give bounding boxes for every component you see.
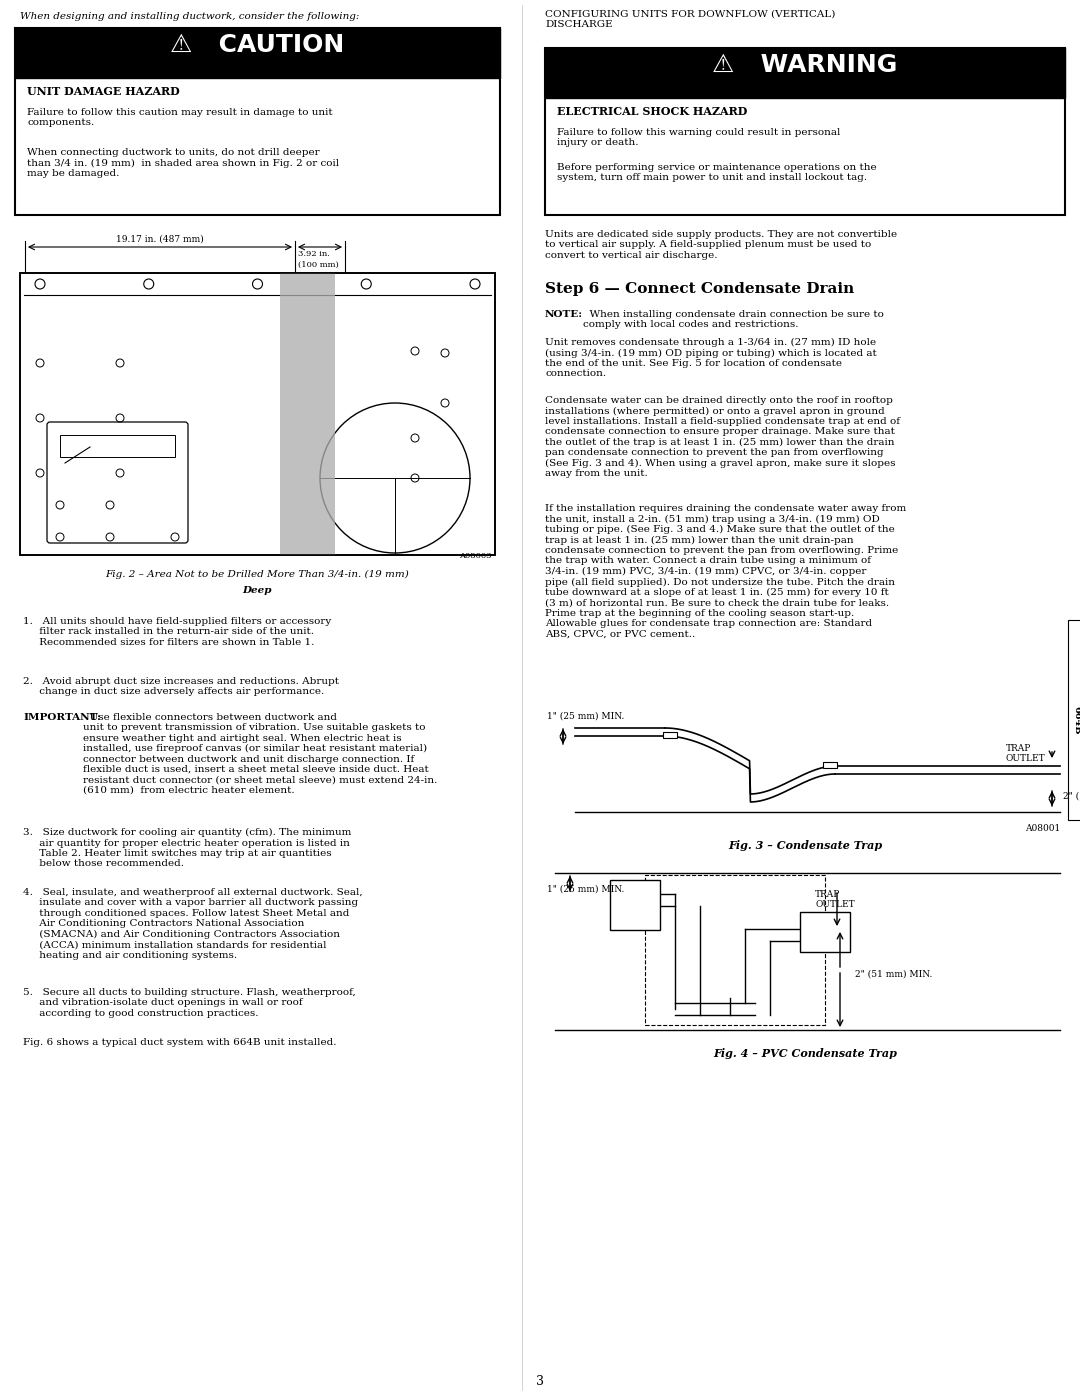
Text: When installing condensate drain connection be sure to
comply with local codes a: When installing condensate drain connect… bbox=[583, 310, 883, 330]
Text: Fig. 6 shows a typical duct system with 664B unit installed.: Fig. 6 shows a typical duct system with … bbox=[23, 1038, 337, 1046]
Text: Unit removes condensate through a 1-3/64 in. (27 mm) ID hole
(using 3/4-in. (19 : Unit removes condensate through a 1-3/64… bbox=[545, 338, 877, 379]
Text: 1" (25 mm) MIN.: 1" (25 mm) MIN. bbox=[546, 886, 624, 894]
Text: CONFIGURING UNITS FOR DOWNFLOW (VERTICAL)
DISCHARGE: CONFIGURING UNITS FOR DOWNFLOW (VERTICAL… bbox=[545, 10, 835, 29]
Bar bbox=[663, 732, 677, 738]
Text: A08003: A08003 bbox=[459, 552, 492, 560]
Text: NOTE:: NOTE: bbox=[545, 310, 583, 319]
Text: Before performing service or maintenance operations on the
system, turn off main: Before performing service or maintenance… bbox=[557, 163, 877, 183]
Text: 3.   Size ductwork for cooling air quantity (cfm). The minimum
     air quantity: 3. Size ductwork for cooling air quantit… bbox=[23, 828, 351, 869]
Bar bbox=[800, 912, 850, 951]
Bar bbox=[60, 434, 175, 457]
Text: 19.17 in. (487 mm): 19.17 in. (487 mm) bbox=[117, 235, 204, 244]
Text: ⚠   WARNING: ⚠ WARNING bbox=[713, 53, 897, 77]
Text: Units are dedicated side supply products. They are not convertible
to vertical a: Units are dedicated side supply products… bbox=[545, 231, 897, 260]
Text: 1" (25 mm) MIN.: 1" (25 mm) MIN. bbox=[546, 712, 624, 721]
Text: (100 mm): (100 mm) bbox=[298, 261, 339, 270]
Text: 664B: 664B bbox=[1072, 705, 1080, 735]
Bar bbox=[645, 875, 825, 1025]
Bar bbox=[610, 880, 660, 930]
Text: IMPORTANT:: IMPORTANT: bbox=[23, 712, 100, 722]
Bar bbox=[280, 272, 335, 555]
Text: Fig. 4 – PVC Condensate Trap: Fig. 4 – PVC Condensate Trap bbox=[713, 1048, 896, 1059]
Text: A08001: A08001 bbox=[1025, 824, 1059, 833]
Text: Condensate water can be drained directly onto the roof in rooftop
installations : Condensate water can be drained directly… bbox=[545, 395, 900, 478]
Text: 2" (51 mm) MIN.: 2" (51 mm) MIN. bbox=[1063, 792, 1080, 800]
Text: TRAP
OUTLET: TRAP OUTLET bbox=[1005, 745, 1045, 763]
Bar bbox=[15, 28, 500, 78]
Text: Deep: Deep bbox=[243, 585, 272, 595]
Bar bbox=[15, 28, 500, 215]
Text: 3.92 in.: 3.92 in. bbox=[298, 250, 329, 258]
Text: Use flexible connectors between ductwork and
unit to prevent transmission of vib: Use flexible connectors between ductwork… bbox=[83, 712, 437, 795]
Bar bbox=[823, 761, 837, 768]
Text: 3: 3 bbox=[536, 1375, 544, 1389]
Text: Fig. 3 – Condensate Trap: Fig. 3 – Condensate Trap bbox=[728, 840, 882, 851]
Text: Fig. 2 – Area Not to be Drilled More Than 3/4-in. (19 mm): Fig. 2 – Area Not to be Drilled More Tha… bbox=[106, 570, 409, 580]
Bar bbox=[545, 47, 1065, 98]
Text: UNIT DAMAGE HAZARD: UNIT DAMAGE HAZARD bbox=[27, 87, 179, 96]
Text: 5.   Secure all ducts to building structure. Flash, weatherproof,
     and vibra: 5. Secure all ducts to building structur… bbox=[23, 988, 355, 1018]
Text: ELECTRICAL SHOCK HAZARD: ELECTRICAL SHOCK HAZARD bbox=[557, 106, 747, 117]
Text: 4.   Seal, insulate, and weatherproof all external ductwork. Seal,
     insulate: 4. Seal, insulate, and weatherproof all … bbox=[23, 888, 363, 960]
Text: Step 6 — Connect Condensate Drain: Step 6 — Connect Condensate Drain bbox=[545, 282, 854, 296]
Text: Failure to follow this caution may result in damage to unit
components.: Failure to follow this caution may resul… bbox=[27, 108, 333, 127]
Text: ⚠   CAUTION: ⚠ CAUTION bbox=[171, 34, 345, 57]
Bar bbox=[21, 272, 495, 555]
Bar bbox=[1068, 620, 1080, 820]
Bar bbox=[280, 272, 335, 555]
Text: 1.   All units should have field-supplied filters or accessory
     filter rack : 1. All units should have field-supplied … bbox=[23, 617, 332, 647]
Bar bbox=[21, 272, 495, 555]
Text: 2" (51 mm) MIN.: 2" (51 mm) MIN. bbox=[855, 970, 932, 979]
Text: TRAP
OUTLET: TRAP OUTLET bbox=[815, 890, 854, 909]
FancyBboxPatch shape bbox=[48, 422, 188, 543]
Text: Failure to follow this warning could result in personal
injury or death.: Failure to follow this warning could res… bbox=[557, 129, 840, 148]
Text: 2.   Avoid abrupt duct size increases and reductions. Abrupt
     change in duct: 2. Avoid abrupt duct size increases and … bbox=[23, 678, 339, 696]
Text: If the installation requires draining the condensate water away from
the unit, i: If the installation requires draining th… bbox=[545, 504, 906, 638]
Text: When connecting ductwork to units, do not drill deeper
than 3/4 in. (19 mm)  in : When connecting ductwork to units, do no… bbox=[27, 148, 339, 177]
Bar bbox=[545, 47, 1065, 215]
Text: When designing and installing ductwork, consider the following:: When designing and installing ductwork, … bbox=[21, 13, 360, 21]
